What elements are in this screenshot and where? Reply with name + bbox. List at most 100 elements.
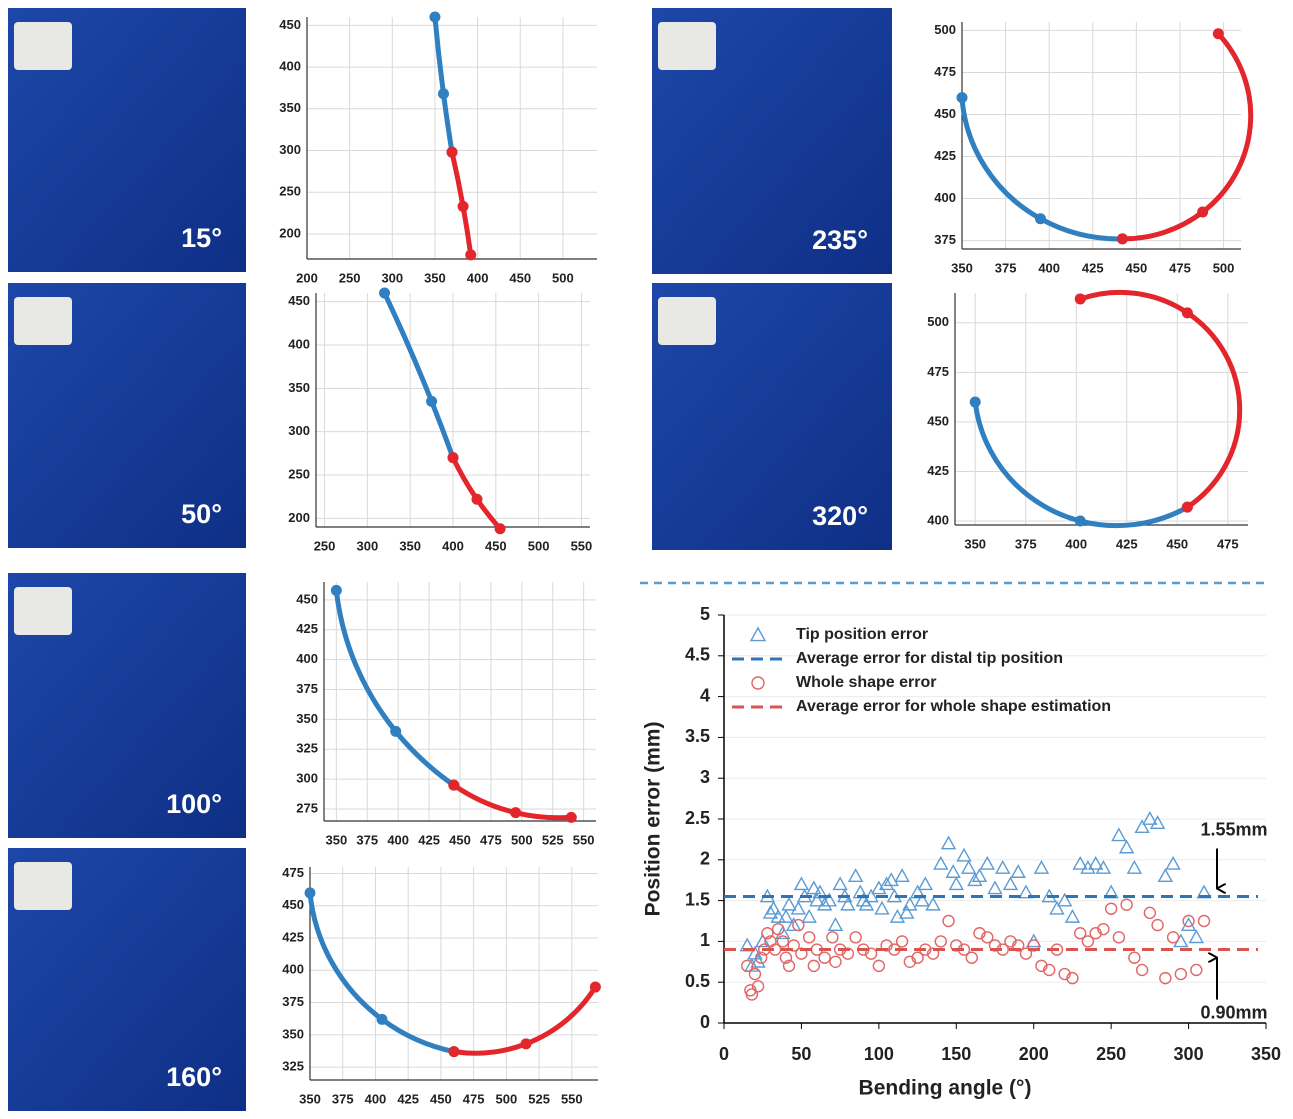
- x-tick-label: 450: [449, 832, 471, 847]
- point: [1034, 213, 1046, 225]
- circle-point: [1058, 967, 1071, 981]
- y-tick-label: 5: [700, 604, 710, 624]
- triangle-point: [1111, 827, 1127, 842]
- triangle-point: [755, 933, 771, 948]
- x-tick-label: 400: [387, 832, 409, 847]
- y-tick-label: 350: [279, 100, 301, 115]
- y-tick-label: 1: [700, 930, 710, 950]
- x-tick-label: 200: [1019, 1044, 1049, 1064]
- circle-point: [1190, 963, 1203, 977]
- circle-point: [1128, 951, 1141, 964]
- triangle-point: [960, 860, 977, 874]
- curve: [1077, 289, 1243, 510]
- triangle-point: [750, 953, 766, 968]
- point: [1074, 293, 1086, 305]
- x-tick-label: 375: [1015, 536, 1037, 551]
- y-tick-label: 450: [934, 106, 956, 121]
- y-tick-label: 450: [288, 293, 310, 308]
- y-tick-label: 350: [288, 380, 310, 395]
- x-tick-label: 500: [496, 1091, 518, 1106]
- point: [465, 249, 477, 261]
- x-tick-label: 500: [1213, 260, 1235, 275]
- point: [1181, 501, 1193, 513]
- circle-point: [1081, 935, 1095, 948]
- triangle-point: [816, 896, 833, 911]
- point: [448, 1046, 460, 1058]
- point: [330, 584, 342, 596]
- annotation: 1.55mm: [1200, 819, 1267, 839]
- triangle-point: [945, 864, 961, 878]
- robot-base: [658, 297, 716, 345]
- triangle-point: [979, 855, 995, 870]
- y-tick-label: 375: [282, 994, 304, 1009]
- x-tick-label: 0: [719, 1044, 729, 1064]
- x-tick-label: 475: [480, 832, 502, 847]
- x-tick-label: 475: [1169, 260, 1191, 275]
- robot-base: [14, 22, 72, 70]
- x-tick-label: 350: [326, 832, 348, 847]
- triangle-point: [878, 876, 895, 891]
- circle-point: [1066, 971, 1079, 985]
- triangle-point: [765, 900, 782, 915]
- x-tick-label: 475: [463, 1091, 485, 1106]
- triangle-point: [948, 876, 964, 891]
- triangle-point: [775, 925, 791, 940]
- point: [494, 523, 506, 535]
- point: [1212, 28, 1224, 40]
- point: [457, 200, 469, 212]
- legend-label: Average error for whole shape estimation: [796, 698, 1111, 715]
- circle-point: [1166, 931, 1180, 944]
- x-tick-label: 525: [542, 832, 564, 847]
- circle-point: [761, 927, 774, 940]
- y-tick-label: 500: [927, 314, 949, 329]
- y-tick-label: 425: [296, 621, 318, 636]
- triangle-point: [809, 892, 825, 907]
- y-tick-label: 350: [282, 1026, 304, 1041]
- curve: [382, 290, 456, 461]
- triangle-point: [940, 835, 957, 850]
- point: [426, 395, 438, 407]
- x-tick-label: 450: [1166, 536, 1188, 551]
- triangle-point: [1010, 864, 1026, 878]
- circle-point: [942, 914, 955, 928]
- y-tick-label: 425: [282, 929, 304, 944]
- x-tick-label: 50: [791, 1044, 811, 1064]
- x-tick-label: 500: [552, 270, 574, 285]
- y-tick-label: 375: [296, 681, 318, 696]
- x-tick-label: 425: [397, 1091, 419, 1106]
- point: [304, 887, 316, 899]
- triangle-point: [1126, 860, 1143, 874]
- triangle-point: [855, 892, 872, 907]
- triangle-point: [1180, 917, 1197, 931]
- x-tick-label: 400: [365, 1091, 387, 1106]
- x-axis-title: Bending angle (°): [859, 1077, 1032, 1100]
- triangle-point: [778, 908, 794, 923]
- triangle-point: [785, 917, 802, 931]
- circle-point: [779, 951, 793, 964]
- triangle-point: [899, 904, 915, 919]
- triangle-point: [1080, 860, 1096, 874]
- circle-point: [787, 939, 800, 952]
- circle-point: [1159, 971, 1172, 985]
- point: [437, 88, 449, 100]
- circle-point: [818, 951, 831, 964]
- triangle-point: [914, 892, 930, 907]
- y-tick-label: 2.5: [685, 808, 710, 828]
- point: [447, 452, 459, 464]
- y-tick-label: 1.5: [685, 889, 710, 909]
- x-tick-label: 375: [332, 1091, 354, 1106]
- circle-point: [776, 935, 790, 948]
- point: [1116, 233, 1128, 245]
- y-tick-label: 450: [927, 413, 949, 428]
- x-tick-label: 350: [424, 270, 446, 285]
- circle-point: [1143, 906, 1157, 920]
- x-tick-label: 100: [864, 1044, 894, 1064]
- triangle-point: [1188, 929, 1204, 944]
- circle-point: [1182, 914, 1195, 928]
- y-tick-label: 325: [282, 1059, 304, 1074]
- x-tick-label: 450: [509, 270, 531, 285]
- angle-label: 100°: [166, 789, 222, 819]
- triangle-point: [821, 892, 837, 907]
- triangle-point: [987, 880, 1003, 895]
- circle-point: [895, 935, 909, 948]
